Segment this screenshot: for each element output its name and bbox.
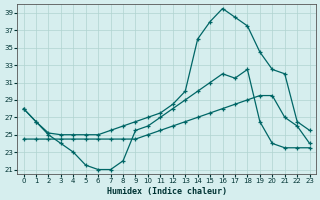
X-axis label: Humidex (Indice chaleur): Humidex (Indice chaleur): [107, 187, 227, 196]
